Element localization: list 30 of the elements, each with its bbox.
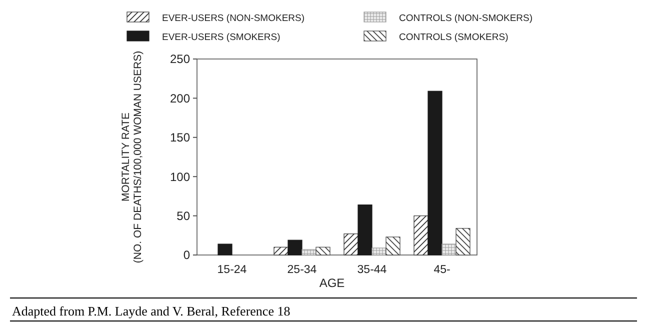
y-axis-title: MORTALITY RATE (NO. OF DEATHS/100,000 WOMAN USERS)	[120, 50, 144, 264]
legend-label: EVER-USERS (SMOKERS)	[162, 32, 280, 43]
legend-label: CONTROLS (NON-SMOKERS)	[399, 13, 533, 24]
bar	[302, 249, 316, 256]
text: Adapted from P.M. Layde and V. Beral, Reference 18	[12, 304, 290, 319]
y-tick-label: 0	[183, 248, 190, 262]
x-tick-label: 25-34	[287, 264, 318, 276]
bar	[372, 248, 386, 256]
legend-label: CONTROLS (SMOKERS)	[399, 32, 508, 43]
bar	[274, 246, 288, 256]
bar	[428, 90, 442, 256]
bar	[442, 244, 456, 256]
bar	[358, 204, 372, 256]
legend-label: EVER-USERS (NON-SMOKERS)	[162, 13, 305, 24]
y-tick-label: 50	[176, 209, 190, 223]
x-tick-label: 15-24	[217, 264, 248, 276]
bar	[316, 246, 330, 256]
x-tick-label: 45-	[434, 264, 450, 276]
bar	[218, 244, 232, 256]
bar	[456, 228, 470, 256]
y-tick-label: 200	[170, 91, 190, 106]
x-axis-title: AGE	[319, 276, 345, 290]
bar	[288, 240, 302, 256]
y-tick-label: 100	[170, 170, 190, 184]
bar	[344, 234, 358, 256]
x-tick-label: 35-44	[357, 264, 388, 276]
y-tick-label: 250	[170, 52, 190, 66]
y-tick-label: 150	[170, 130, 190, 145]
bar	[386, 236, 400, 256]
bar	[414, 216, 428, 256]
